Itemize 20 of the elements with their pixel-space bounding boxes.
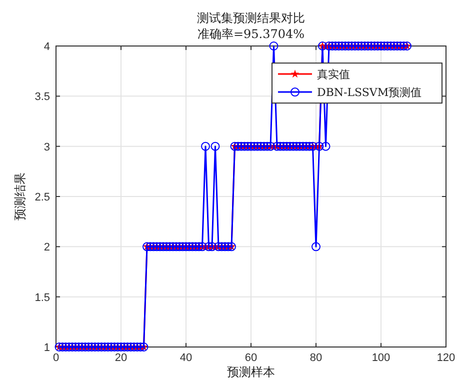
x-tick-label: 0 — [52, 352, 60, 364]
x-axis-title: 预测样本 — [227, 365, 275, 379]
legend-label: 真实值 — [317, 68, 350, 82]
x-tick-label: 20 — [114, 352, 128, 364]
x-tick-label: 40 — [180, 352, 192, 364]
y-axis-title: 预测结果 — [13, 172, 27, 220]
x-tick-label: 120 — [436, 352, 456, 364]
y-tick-label: 2 — [44, 242, 50, 254]
chart-subtitle: 准确率=95.3704% — [197, 27, 305, 41]
x-tick-label: 60 — [244, 352, 258, 364]
chart-title: 测试集预测结果对比 — [197, 11, 305, 25]
legend-label: DBN-LSSVM预测值 — [317, 86, 422, 100]
y-tick-label: 4 — [44, 41, 50, 53]
y-tick-label: 1 — [44, 342, 50, 354]
y-tick-label: 1.5 — [34, 292, 50, 304]
y-tick-label: 3.5 — [34, 91, 50, 104]
y-tick-label: 2.5 — [34, 192, 50, 204]
y-tick-label: 3 — [44, 141, 50, 154]
x-tick-label: 100 — [372, 352, 390, 364]
x-tick-label: 80 — [310, 352, 322, 364]
